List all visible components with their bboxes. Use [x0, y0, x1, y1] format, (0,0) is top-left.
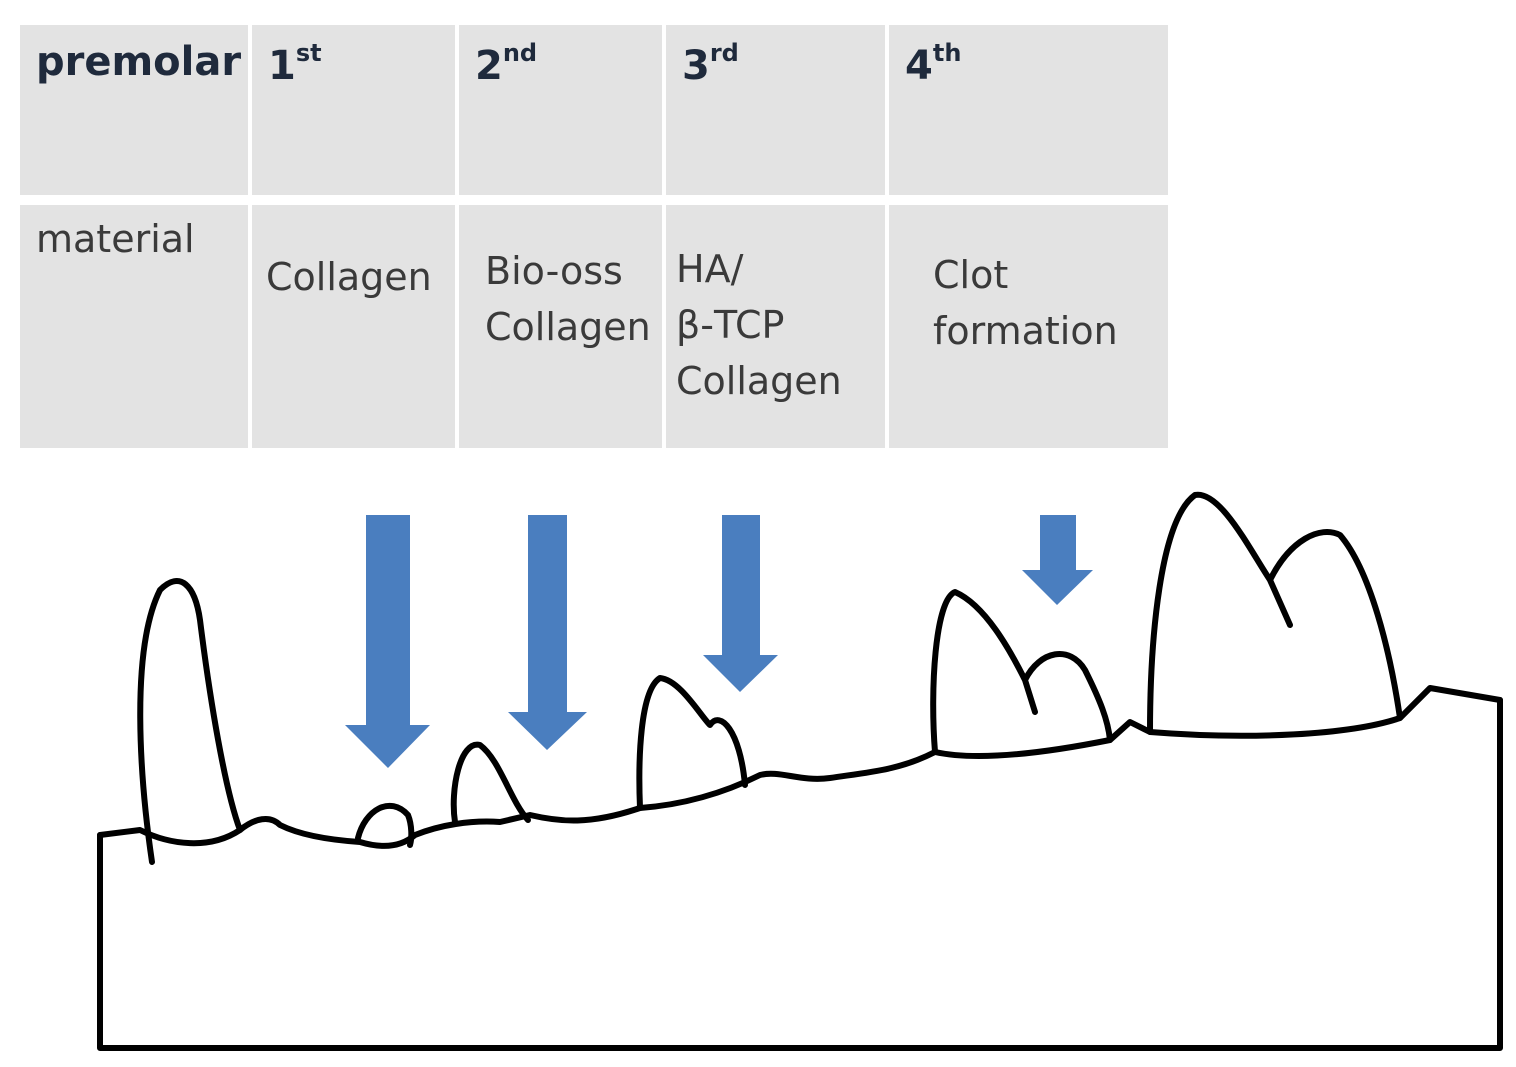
header-cell: 4th: [889, 25, 1168, 195]
arrow: [1022, 515, 1093, 605]
material-cell: Bio-oss Collagen: [459, 205, 662, 448]
material-cell: Collagen: [252, 205, 455, 448]
material-line: Collagen: [676, 359, 842, 403]
arrow: [703, 515, 778, 692]
ordinal-number: 1: [268, 43, 296, 89]
tooth: [355, 802, 415, 848]
row-label: material: [20, 205, 248, 448]
header-cell: 2nd: [459, 25, 662, 195]
header-text: premolar: [36, 39, 242, 85]
material-line: Collagen: [266, 255, 432, 299]
tooth: [450, 741, 531, 825]
material-line: HA/: [676, 247, 744, 291]
ordinal-suffix: nd: [502, 39, 538, 67]
ordinal-suffix: rd: [709, 39, 739, 67]
material-line: Clot: [933, 253, 1009, 297]
tooth: [1147, 491, 1403, 735]
jaw-body: [97, 697, 1503, 1051]
gum-line: [97, 685, 1503, 849]
material-line: Bio-oss: [485, 249, 623, 293]
header-cell: premolar: [20, 25, 248, 195]
ordinal-number: 3: [682, 43, 710, 89]
tooth: [137, 578, 243, 865]
ordinal-suffix: th: [932, 39, 962, 67]
tooth: [636, 675, 748, 811]
material-line: β-TCP: [676, 303, 785, 347]
ordinal-number: 4: [905, 43, 933, 89]
header-cell: 1st: [252, 25, 455, 195]
header-cell: 3rd: [666, 25, 885, 195]
ordinal-number: 2: [475, 43, 503, 89]
arrow: [508, 515, 587, 750]
arrow: [345, 515, 430, 768]
row-label-text: material: [36, 217, 195, 261]
material-cell: Clot formation: [889, 205, 1168, 448]
material-line: formation: [933, 309, 1118, 353]
tooth: [930, 589, 1113, 755]
ordinal-suffix: st: [295, 39, 322, 67]
material-line: Collagen: [485, 305, 651, 349]
material-cell: HA/β-TCP Collagen: [666, 205, 885, 448]
arrows: [345, 515, 1093, 768]
jaw-outline: [97, 491, 1503, 1051]
